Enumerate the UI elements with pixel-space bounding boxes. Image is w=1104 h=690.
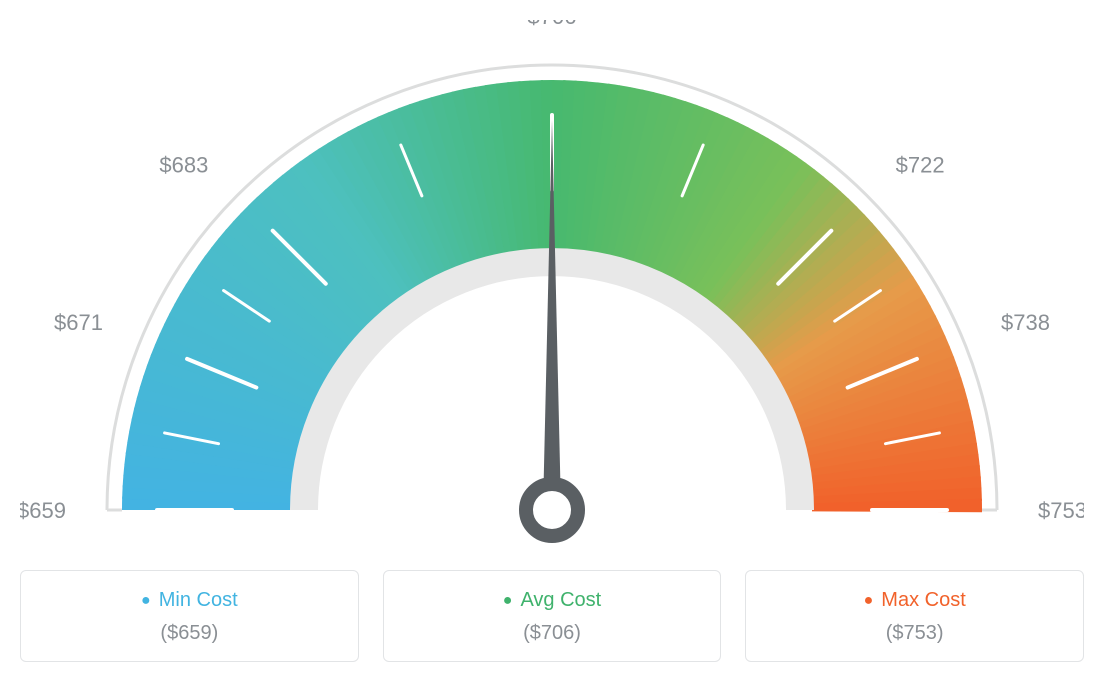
legend-avg-value: ($706)	[394, 622, 711, 645]
legend-min-value: ($659)	[31, 622, 348, 645]
gauge-tick-label: $671	[54, 310, 103, 335]
gauge-needle-hub	[526, 484, 578, 536]
gauge-tick-label: $683	[159, 152, 208, 177]
gauge-svg: $659 $671 $683 $706 $722 $738 $753	[20, 20, 1084, 560]
legend-min-label: Min Cost	[31, 589, 348, 612]
gauge-tick-label: $738	[1001, 310, 1050, 335]
legend-row: Min Cost ($659) Avg Cost ($706) Max Cost…	[20, 570, 1084, 662]
cost-gauge-chart: $659 $671 $683 $706 $722 $738 $753 Min Cost ($…	[20, 20, 1084, 662]
gauge-tick-label: $706	[528, 20, 577, 29]
legend-max-label: Max Cost	[756, 589, 1073, 612]
legend-card-min: Min Cost ($659)	[20, 570, 359, 662]
gauge-tick-label: $722	[896, 152, 945, 177]
gauge-tick-label: $659	[20, 498, 66, 523]
legend-avg-label: Avg Cost	[394, 589, 711, 612]
gauge-area: $659 $671 $683 $706 $722 $738 $753	[20, 20, 1084, 560]
legend-max-value: ($753)	[756, 622, 1073, 645]
legend-card-max: Max Cost ($753)	[745, 570, 1084, 662]
legend-card-avg: Avg Cost ($706)	[383, 570, 722, 662]
gauge-tick-label: $753	[1038, 498, 1084, 523]
